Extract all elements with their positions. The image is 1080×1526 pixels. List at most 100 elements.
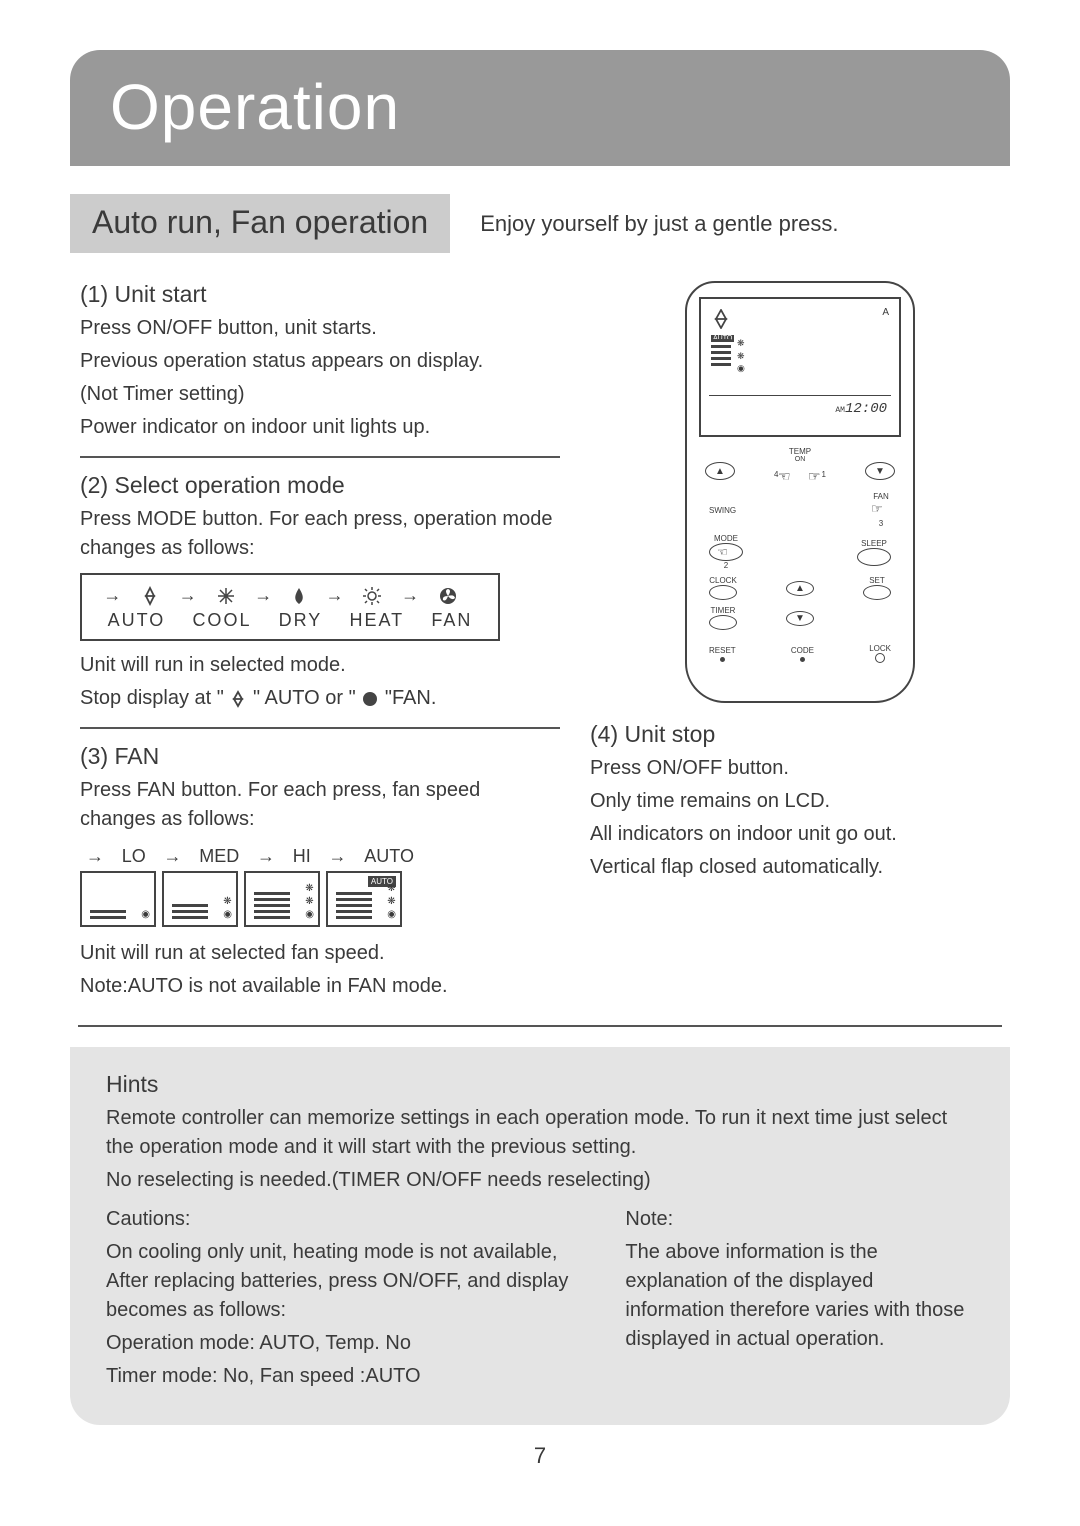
s1-l2: Previous operation status appears on dis… [80, 347, 560, 376]
set-button[interactable] [863, 585, 891, 600]
hints-note: Note: The above information is the expla… [625, 1205, 974, 1395]
on-off-area: ON ☜☞ 4 1 [770, 456, 830, 486]
sleep-button[interactable] [857, 548, 891, 566]
hand-icon: ☜ [717, 545, 735, 559]
mode-sleep-row: MODE ☜ 2 SLEEP [699, 534, 901, 570]
s2-after2: Stop display at " " AUTO or " "FAN. [80, 684, 560, 713]
s1-l1: Press ON/OFF button, unit starts. [80, 314, 560, 343]
heat-mode-icon [362, 586, 382, 606]
s2-after2a: Stop display at " [80, 687, 229, 709]
note-heading: Note: [625, 1205, 974, 1234]
fan-indicator-icon: ❋❋◉ [305, 882, 314, 921]
mode-label: COOL [192, 610, 251, 631]
fan-labels-row: → LO → MED → HI → AUTO [80, 846, 420, 867]
fan-speed-label: MED [199, 846, 239, 867]
subtitle-text: Auto run, Fan operation [92, 204, 428, 240]
lcd-am: AM [835, 406, 845, 415]
code-label: CODE [791, 646, 814, 655]
lcd-time-value: 12:00 [845, 401, 887, 417]
temp-down-button[interactable]: ▼ [865, 462, 895, 480]
swing-fan-row: SWING FAN ☞ 3 [699, 492, 901, 528]
s4-l2: Only time remains on LCD. [590, 787, 1010, 816]
lcd-fan-bars [711, 339, 731, 369]
page: Operation Auto run, Fan operation Enjoy … [0, 0, 1080, 1499]
s2-after2b: " AUTO or " [253, 687, 361, 709]
fan-box-hi: ❋❋◉ [244, 871, 320, 927]
lcd-divider [709, 395, 891, 396]
arrow-icon: → [164, 846, 182, 867]
auto-mode-icon [229, 690, 247, 708]
swing-label: SWING [709, 506, 736, 515]
temp-up-button[interactable]: ▲ [705, 462, 735, 480]
full-divider [78, 1025, 1002, 1027]
timer-button[interactable] [709, 615, 737, 630]
fan-box-auto: AUTO ❋❋◉ [326, 871, 402, 927]
fan-box-lo: ◉ [80, 871, 156, 927]
callout-3: 3 [871, 519, 891, 528]
mode-icons-row: → → → → → [94, 585, 486, 606]
cautions-heading: Cautions: [106, 1205, 585, 1234]
fan-label: FAN [871, 492, 891, 501]
callout-4: 4 [774, 470, 778, 479]
hints-p2: No reselecting is needed.(TIMER ON/OFF n… [106, 1166, 974, 1195]
section-2-heading: (2) Select operation mode [80, 472, 560, 499]
note-text: The above information is the explanation… [625, 1238, 974, 1354]
arrow-icon: → [86, 846, 104, 867]
arrow-icon: → [103, 585, 121, 606]
set-label: SET [863, 576, 891, 585]
down-button[interactable]: ▼ [786, 611, 814, 626]
fan-speed-label: AUTO [364, 846, 414, 867]
svg-text:☞: ☞ [871, 501, 883, 516]
mode-button[interactable]: ☜ [709, 543, 743, 561]
lock-button[interactable] [875, 653, 885, 663]
hand-icon: ☞ [871, 501, 891, 517]
page-title: Operation [110, 70, 970, 144]
remote-body: A AUTO ❋❋◉ AM12:00 TEMP [685, 281, 915, 703]
temp-label: TEMP [699, 447, 901, 456]
remote-lcd: A AUTO ❋❋◉ AM12:00 [699, 297, 901, 437]
lcd-side-icons: ❋❋◉ [737, 337, 745, 375]
up-button[interactable]: ▲ [786, 581, 814, 596]
mode-label: AUTO [108, 610, 166, 631]
right-column: A AUTO ❋❋◉ AM12:00 TEMP [590, 281, 1010, 1005]
clock-button[interactable] [709, 585, 737, 600]
on-label: ON [770, 456, 830, 463]
fan-speed-label: HI [293, 846, 311, 867]
subtitle-row: Auto run, Fan operation Enjoy yourself b… [70, 194, 1010, 253]
s3-after2: Note:AUTO is not available in FAN mode. [80, 972, 560, 1001]
fan-cycle-diagram: → LO → MED → HI → AUTO ◉ [80, 846, 420, 927]
mode-label: FAN [431, 610, 472, 631]
svg-text:☞: ☞ [808, 468, 821, 484]
mode-labels-row: AUTO COOL DRY HEAT FAN [94, 610, 486, 631]
hints-box: Hints Remote controller can memorize set… [70, 1047, 1010, 1425]
s4-l4: Vertical flap closed automatically. [590, 853, 1010, 882]
arrow-icon: → [257, 846, 275, 867]
mode-label: MODE [709, 534, 743, 543]
lock-label: LOCK [869, 644, 891, 653]
section-4: (4) Unit stop Press ON/OFF button. Only … [590, 721, 1010, 882]
fan-mode-icon [361, 690, 379, 708]
dry-mode-icon [291, 586, 307, 606]
hints-p1: Remote controller can memorize settings … [106, 1104, 974, 1162]
clock-set-row: CLOCK ▲ SET [699, 576, 901, 600]
cautions-l2: Operation mode: AUTO, Temp. No [106, 1329, 585, 1358]
mode-cycle-diagram: → → → → → AUTO COOL [80, 573, 500, 641]
section-3: (3) FAN Press FAN button. For each press… [80, 743, 560, 1001]
s3-after1: Unit will run at selected fan speed. [80, 939, 560, 968]
s2-after2c: "FAN. [385, 687, 437, 709]
reset-button[interactable] [720, 657, 725, 662]
fan-mode-icon [438, 586, 458, 606]
hints-columns: Cautions: On cooling only unit, heating … [106, 1205, 974, 1395]
arrow-icon: → [254, 585, 272, 606]
left-column: (1) Unit start Press ON/OFF button, unit… [80, 281, 560, 1005]
code-button[interactable] [800, 657, 805, 662]
arrow-icon: → [326, 585, 344, 606]
cautions-l1: On cooling only unit, heating mode is no… [106, 1238, 585, 1325]
clock-label: CLOCK [709, 576, 737, 585]
remote-diagram: A AUTO ❋❋◉ AM12:00 TEMP [685, 281, 915, 703]
fan-indicator-icon: ❋❋◉ [387, 882, 396, 921]
section-1: (1) Unit start Press ON/OFF button, unit… [80, 281, 560, 442]
mode-label: DRY [279, 610, 323, 631]
arrow-icon: → [329, 846, 347, 867]
section-4-heading: (4) Unit stop [590, 721, 1010, 748]
